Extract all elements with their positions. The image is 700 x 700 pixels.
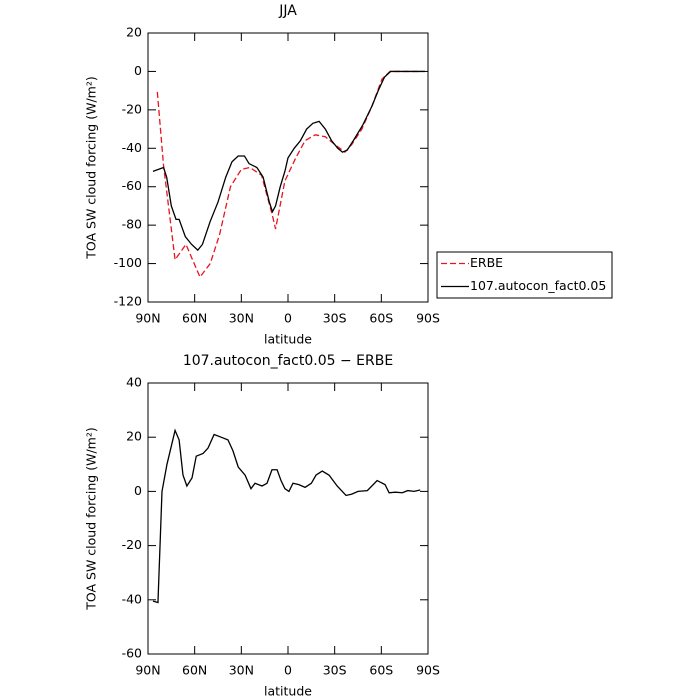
x-tick-label: 30S	[323, 663, 347, 678]
x-tick-label: 60S	[369, 311, 393, 326]
x-axis-label: latitude	[264, 332, 312, 347]
y-tick-label: -60	[122, 178, 142, 193]
legend-box	[436, 251, 613, 299]
data-line	[152, 70, 425, 252]
data-line	[156, 70, 419, 279]
y-tick-label: 0	[134, 63, 142, 78]
plot-frame	[147, 32, 429, 303]
y-tick-label: -80	[122, 217, 142, 232]
y-tick-label: 20	[126, 429, 142, 444]
y-tick-label: -60	[122, 646, 142, 661]
x-tick-label: 60N	[182, 311, 207, 326]
y-tick-label: 0	[134, 483, 142, 498]
x-tick-label: 30N	[229, 663, 254, 678]
data-line	[152, 428, 421, 604]
plot-frame	[147, 382, 429, 655]
y-axis-label: TOA SW cloud forcing (W/m²)	[84, 427, 99, 610]
x-tick-label: 90N	[135, 663, 160, 678]
chart-title: 107.autocon_fact0.05 − ERBE	[183, 353, 393, 369]
y-axis-label: TOA SW cloud forcing (W/m²)	[84, 76, 99, 259]
legend-label: ERBE	[470, 255, 503, 270]
x-tick-label: 90S	[416, 663, 440, 678]
x-tick-label: 0	[284, 663, 292, 678]
x-axis-label: latitude	[264, 684, 312, 699]
x-tick-label: 0	[284, 311, 292, 326]
y-tick-label: -100	[114, 255, 142, 270]
x-tick-label: 30N	[229, 311, 254, 326]
x-tick-label: 60N	[182, 663, 207, 678]
y-tick-label: -20	[122, 537, 142, 552]
y-tick-label: -40	[122, 591, 142, 606]
y-tick-label: -120	[114, 294, 142, 309]
x-tick-label: 30S	[323, 311, 347, 326]
y-tick-label: 40	[126, 375, 142, 390]
y-tick-label: 20	[126, 25, 142, 40]
y-tick-label: -20	[122, 101, 142, 116]
chart-title: JJA	[278, 3, 297, 19]
y-tick-label: -40	[122, 140, 142, 155]
x-tick-label: 60S	[369, 663, 393, 678]
legend-label: 107.autocon_fact0.05	[470, 278, 606, 293]
x-tick-label: 90N	[135, 311, 160, 326]
x-tick-label: 90S	[416, 311, 440, 326]
